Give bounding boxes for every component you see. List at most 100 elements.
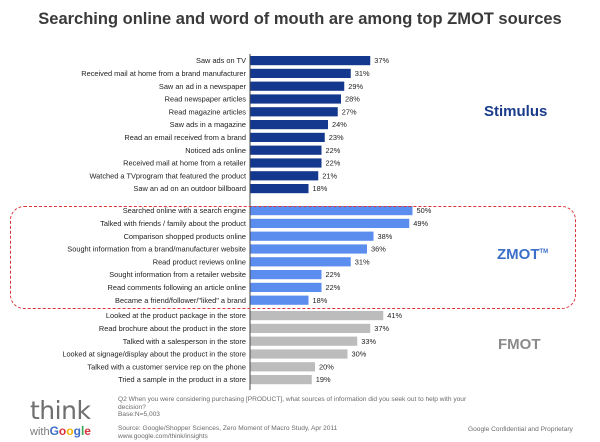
stimulus-value-label: 37% bbox=[374, 56, 389, 65]
stimulus-category-label: Read magazine articles bbox=[169, 107, 247, 116]
bar-chart: Saw ads on TV 37% Received mail at home fr… bbox=[62, 54, 432, 390]
logo-google-letter: e bbox=[84, 424, 91, 438]
stimulus-value-label: 18% bbox=[313, 184, 328, 193]
zmot-bar bbox=[250, 257, 351, 267]
fmot-group-label: FMOT bbox=[498, 336, 541, 353]
survey-question: Q2 When you were considering purchasing … bbox=[118, 396, 467, 411]
stimulus-category-label: Saw an ad in a newspaper bbox=[159, 82, 247, 91]
logo-google-text: Google bbox=[50, 422, 91, 439]
stimulus-bar bbox=[250, 94, 341, 104]
zmot-category-label: Became a friend/follower/"liked" a brand bbox=[115, 296, 246, 305]
fmot-category-label: Looked at signage/display about the prod… bbox=[62, 350, 246, 359]
stimulus-bar bbox=[250, 184, 309, 194]
logo-google-letter: o bbox=[58, 424, 67, 438]
fmot-bar bbox=[250, 311, 384, 321]
stimulus-value-label: 22% bbox=[326, 159, 341, 168]
chart-title: Searching online and word of mouth are a… bbox=[38, 10, 562, 28]
fmot-category-label: Talked with a salesperson in the store bbox=[123, 337, 246, 346]
logo-google-letter: l bbox=[80, 424, 85, 438]
zmot-value-label: 49% bbox=[413, 219, 428, 228]
zmot-category-label: Searched online with a search engine bbox=[123, 206, 246, 215]
stimulus-bar bbox=[250, 68, 351, 78]
stimulus-bar bbox=[250, 120, 328, 130]
zmot-category-label: Sought information from a retailer websi… bbox=[109, 270, 246, 279]
zmot-bar bbox=[250, 231, 374, 241]
source-text: Source: Google/Shopper Sciences, Zero Mo… bbox=[118, 425, 338, 432]
zmot-category-label: Sought information from a brand/manufact… bbox=[67, 245, 246, 254]
fmot-category-label: Looked at the product package in the sto… bbox=[106, 311, 246, 320]
logo-google-letter: o bbox=[66, 424, 74, 438]
stimulus-category-label: Saw an ad on an outdoor billboard bbox=[133, 184, 246, 193]
stimulus-group-label: Stimulus bbox=[484, 103, 548, 120]
stimulus-value-label: 23% bbox=[329, 133, 344, 142]
stimulus-bar bbox=[250, 81, 345, 91]
zmot-value-label: 38% bbox=[378, 232, 393, 241]
stimulus-category-label: Received mail at home from a retailer bbox=[123, 159, 246, 168]
zmot-group-label: ZMOTTM bbox=[497, 246, 548, 263]
stimulus-bar bbox=[250, 107, 338, 117]
fmot-bar bbox=[250, 362, 315, 372]
fmot-value-label: 20% bbox=[319, 362, 334, 371]
confidential-note: Google Confidential and Proprietary bbox=[468, 426, 573, 433]
fmot-category-label: Talked with a customer service rep on th… bbox=[87, 362, 246, 371]
zmot-label-text: ZMOT bbox=[497, 246, 540, 263]
stimulus-category-label: Noticed ads online bbox=[185, 146, 246, 155]
stimulus-value-label: 31% bbox=[355, 69, 370, 78]
zmot-category-label: Talked with friends / family about the p… bbox=[100, 219, 246, 228]
stimulus-category-label: Received mail at home from a brand manuf… bbox=[81, 69, 246, 78]
zmot-value-label: 22% bbox=[326, 270, 341, 279]
fmot-value-label: 30% bbox=[352, 350, 367, 359]
stimulus-value-label: 24% bbox=[332, 120, 347, 129]
zmot-bar bbox=[250, 244, 367, 254]
zmot-category-label: Read comments following an article onlin… bbox=[108, 283, 246, 292]
survey-footnote: Q2 When you were considering purchasing … bbox=[118, 396, 488, 419]
stimulus-category-label: Read newspaper articles bbox=[165, 95, 247, 104]
zmot-value-label: 18% bbox=[313, 296, 328, 305]
stimulus-value-label: 21% bbox=[322, 171, 337, 180]
fmot-bar bbox=[250, 323, 371, 333]
zmot-value-label: 50% bbox=[417, 206, 432, 215]
fmot-category-label: Read brochure about the product in the s… bbox=[99, 324, 246, 333]
zmot-bar bbox=[250, 206, 413, 216]
survey-base: Base:N=5,003 bbox=[118, 411, 160, 419]
fmot-value-label: 33% bbox=[361, 337, 376, 346]
fmot-value-label: 19% bbox=[316, 375, 331, 384]
zmot-category-label: Comparison shopped products online bbox=[124, 232, 246, 241]
stimulus-bar bbox=[250, 132, 325, 142]
fmot-category-label: Tried a sample in the product in a store bbox=[118, 375, 246, 384]
zmot-bar bbox=[250, 295, 309, 305]
fmot-value-label: 41% bbox=[387, 311, 402, 320]
stimulus-category-label: Read an email received from a brand bbox=[124, 133, 246, 142]
zmot-bar bbox=[250, 282, 322, 292]
stimulus-bar bbox=[250, 145, 322, 155]
source-url: www.google.com/think/insights bbox=[118, 432, 208, 440]
stimulus-category-label: Watched a TVprogram that featured the pr… bbox=[89, 171, 246, 180]
zmot-value-label: 31% bbox=[355, 257, 370, 266]
zmot-bar bbox=[250, 270, 322, 280]
stimulus-value-label: 27% bbox=[342, 107, 357, 116]
stimulus-bar bbox=[250, 158, 322, 168]
zmot-value-label: 22% bbox=[326, 283, 341, 292]
logo-with-text: with bbox=[30, 426, 50, 438]
fmot-bar bbox=[250, 349, 348, 359]
zmot-category-label: Read product reviews online bbox=[153, 257, 246, 266]
source-note: Source: Google/Shopper Sciences, Zero Mo… bbox=[118, 425, 337, 440]
logo-google-letter: G bbox=[49, 424, 59, 438]
logo-google-letter: g bbox=[73, 424, 81, 438]
stimulus-value-label: 22% bbox=[326, 146, 341, 155]
zmot-trademark: TM bbox=[539, 249, 549, 255]
stimulus-value-label: 29% bbox=[348, 82, 363, 91]
zmot-value-label: 36% bbox=[371, 245, 386, 254]
logo-think-text: think bbox=[30, 396, 91, 425]
zmot-bar bbox=[250, 218, 410, 228]
stimulus-category-label: Saw ads in a magazine bbox=[170, 120, 246, 129]
stimulus-value-label: 28% bbox=[345, 95, 360, 104]
stimulus-bar bbox=[250, 56, 371, 66]
stimulus-category-label: Saw ads on TV bbox=[196, 56, 246, 65]
fmot-value-label: 37% bbox=[374, 324, 389, 333]
stimulus-bar bbox=[250, 171, 319, 181]
fmot-bar bbox=[250, 375, 312, 385]
zmot-highlight-box bbox=[10, 206, 576, 309]
fmot-bar bbox=[250, 336, 358, 346]
think-with-google-logo: think withGoogle bbox=[30, 396, 91, 440]
